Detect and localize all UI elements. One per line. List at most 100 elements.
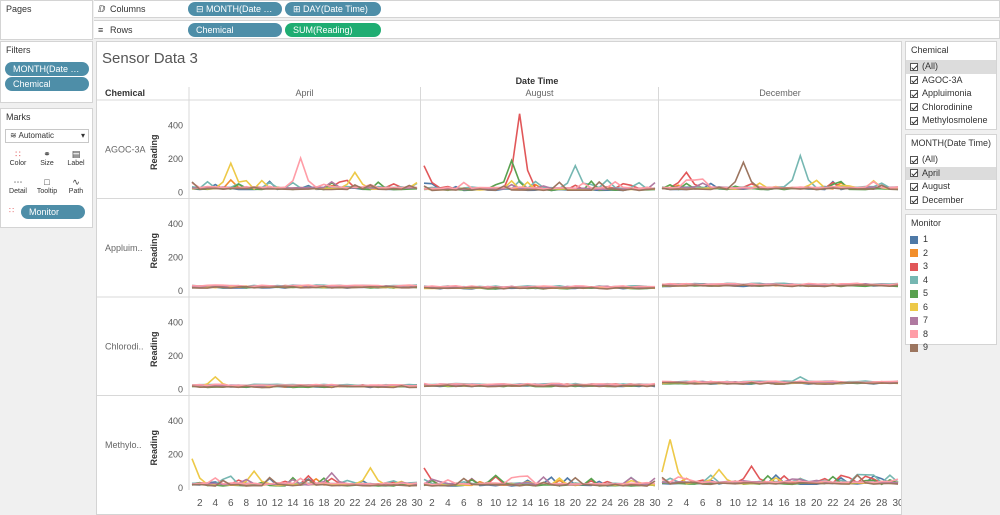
x-tick-label: 18 (318, 498, 330, 509)
chemical-row-label: Methylo.. (105, 440, 142, 450)
month-option-all[interactable]: (All) (906, 153, 996, 167)
legend-item-monitor-8[interactable]: 8 (906, 328, 996, 342)
y-tick-label: 200 (168, 252, 183, 262)
pages-label: Pages (6, 4, 32, 14)
option-label: Appluimonia (922, 88, 972, 98)
x-tick-label: 10 (256, 498, 268, 509)
checkbox-icon (910, 155, 918, 164)
legend-swatch (910, 249, 918, 258)
series-line-monitor-8 (191, 155, 418, 189)
x-tick-label: 6 (461, 498, 467, 509)
x-tick-label: 14 (287, 498, 299, 509)
legend-label: 2 (923, 247, 929, 258)
chemical-filter-title: Chemical (911, 45, 949, 55)
tooltip-button[interactable]: □ Tooltip (35, 176, 59, 200)
x-tick-label: 4 (684, 498, 690, 509)
series-line-monitor-8 (423, 180, 656, 190)
x-tick-label: 30 (411, 498, 423, 509)
y-tick-label: 400 (168, 317, 183, 327)
legend-item-monitor-2[interactable]: 2 (906, 247, 996, 261)
marks-pill-monitor[interactable]: Monitor (21, 205, 85, 219)
chemical-filter-card: Chemical (All) AGOC-3A Appluimonia Chlor… (905, 41, 997, 130)
legend-label: 4 (923, 274, 929, 285)
filter-pill-month[interactable]: MONTH(Date Ti.. (5, 62, 89, 76)
option-label: (All) (922, 154, 938, 164)
columns-shelf[interactable]: ⅅ Columns ⊟ MONTH(Date Ti.. ⊞ DAY(Date T… (94, 0, 1000, 18)
pages-shelf[interactable]: Pages (0, 0, 93, 40)
legend-swatch (910, 343, 918, 352)
color-button[interactable]: ∷ Color (6, 148, 30, 172)
columns-icon: ⅅ (98, 4, 106, 14)
filter-pill-chemical[interactable]: Chemical (5, 77, 89, 91)
label-button[interactable]: ▤ Label (64, 148, 88, 172)
checkbox-icon (910, 182, 918, 191)
y-tick-label: 200 (168, 449, 183, 459)
chemical-option-agoc[interactable]: AGOC-3A (906, 74, 996, 88)
x-tick-label: 16 (303, 498, 315, 509)
legend-item-monitor-3[interactable]: 3 (906, 260, 996, 274)
x-tick-label: 18 (795, 498, 807, 509)
x-tick-label: 10 (730, 498, 742, 509)
sheet-title: Sensor Data 3 (102, 50, 198, 67)
option-label: (All) (922, 61, 938, 71)
legend-item-monitor-6[interactable]: 6 (906, 301, 996, 315)
rows-pill-reading[interactable]: SUM(Reading) (285, 23, 381, 37)
series-line-monitor-9 (423, 180, 656, 192)
legend-label: 1 (923, 234, 929, 244)
size-button[interactable]: ⚭ Size (35, 148, 59, 172)
checkbox-icon (910, 89, 918, 98)
path-icon: ∿ (72, 177, 80, 187)
x-tick-label: 2 (667, 498, 673, 509)
x-tick-label: 4 (212, 498, 218, 509)
rows-shelf[interactable]: ≡ Rows Chemical SUM(Reading) (94, 20, 1000, 39)
legend-label: 6 (923, 301, 929, 312)
chemical-option-all[interactable]: (All) (906, 60, 996, 74)
legend-swatch (910, 316, 918, 325)
legend-swatch (910, 276, 918, 285)
column-header-title: Date Time (516, 76, 559, 86)
line-icon: ≋ (10, 131, 17, 140)
legend-label: 3 (923, 261, 929, 271)
chemical-option-methylosmolene[interactable]: Methylosmolene (906, 114, 996, 128)
checkbox-icon (910, 76, 918, 85)
legend-label: 5 (923, 288, 929, 298)
checkbox-icon (910, 116, 918, 125)
chemical-row-label: Chlorodi.. (105, 341, 144, 351)
x-tick-label: 18 (554, 498, 566, 509)
legend-item-monitor-4[interactable]: 4 (906, 274, 996, 288)
series-line-monitor-9 (661, 381, 899, 385)
x-tick-label: 10 (490, 498, 502, 509)
rows-icon: ≡ (98, 25, 104, 35)
legend-item-monitor-5[interactable]: 5 (906, 287, 996, 301)
series-line-monitor-3 (423, 113, 656, 191)
rows-pill-chemical[interactable]: Chemical (188, 23, 282, 37)
x-tick-label: 12 (272, 498, 284, 509)
month-option-december[interactable]: December (906, 194, 996, 208)
columns-pill-day[interactable]: ⊞ DAY(Date Time) (285, 2, 381, 16)
x-tick-label: 22 (586, 498, 598, 509)
month-option-april[interactable]: April (906, 166, 996, 180)
x-tick-label: 14 (762, 498, 774, 509)
legend-swatch (910, 262, 918, 271)
worksheet: Sensor Data 3 Date Time Chemical April Augu… (96, 41, 902, 515)
y-axis-label: Reading (149, 134, 159, 170)
chemical-option-appluimonia[interactable]: Appluimonia (906, 87, 996, 101)
checkbox-icon (910, 62, 918, 71)
legend-item-monitor-9[interactable]: 9 (906, 341, 996, 355)
checkbox-icon (910, 196, 918, 205)
legend-swatch (910, 289, 918, 298)
legend-item-monitor-1[interactable]: 1 (906, 233, 996, 247)
y-tick-label: 0 (178, 483, 183, 493)
columns-pill-month[interactable]: ⊟ MONTH(Date Ti.. (188, 2, 282, 16)
mark-type-dropdown[interactable]: ≋ Automatic ▾ (5, 129, 89, 143)
month-option-august[interactable]: August (906, 180, 996, 194)
option-label: August (922, 181, 951, 191)
checkbox-icon (910, 103, 918, 112)
path-button[interactable]: ∿ Path (64, 176, 88, 200)
x-tick-label: 24 (365, 498, 377, 509)
detail-button[interactable]: ⋯ Detail (6, 176, 30, 200)
x-tick-label: 6 (700, 498, 706, 509)
x-tick-label: 28 (396, 498, 408, 509)
legend-item-monitor-7[interactable]: 7 (906, 314, 996, 328)
chemical-option-chlorodinine[interactable]: Chlorodinine (906, 101, 996, 115)
